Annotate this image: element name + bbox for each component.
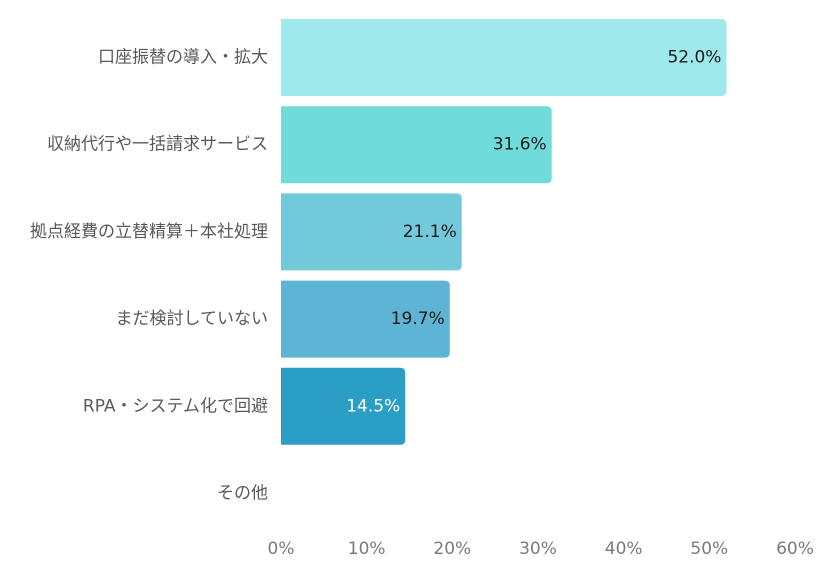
data-label: 14.5% <box>346 396 400 416</box>
x-tick-label: 10% <box>348 539 386 559</box>
x-tick-label: 0% <box>268 539 295 559</box>
x-tick-label: 50% <box>690 539 728 559</box>
category-label: 収納代行や一括請求サービス <box>47 135 268 155</box>
bar <box>281 367 406 445</box>
category-label: RPA・システム化で回避 <box>83 396 268 416</box>
bar <box>281 106 552 184</box>
x-tick-label: 30% <box>519 539 557 559</box>
category-label: その他 <box>217 484 268 504</box>
category-labels: 口座振替の導入・拡大収納代行や一括請求サービス拠点経費の立替精算＋本社処理まだ検… <box>30 48 268 504</box>
x-tick-label: 20% <box>433 539 471 559</box>
x-tick-label: 40% <box>605 539 643 559</box>
data-label: 52.0% <box>667 48 721 68</box>
data-label: 19.7% <box>391 309 445 329</box>
category-label: 拠点経費の立替精算＋本社処理 <box>30 222 268 242</box>
x-axis-ticks: 0% 10% 20% 30% 40% 50% 60% <box>268 539 814 559</box>
bar <box>281 280 450 358</box>
bar <box>281 19 727 96</box>
category-label: まだ検討していない <box>116 309 269 329</box>
data-labels: 52.0% 31.6% 21.1% 19.7% 14.5% <box>346 48 721 417</box>
bars-group <box>281 19 727 445</box>
x-tick-label: 60% <box>776 539 814 559</box>
category-label: 口座振替の導入・拡大 <box>98 48 268 68</box>
data-label: 21.1% <box>403 222 457 242</box>
data-label: 31.6% <box>493 135 547 155</box>
bar <box>281 193 462 271</box>
